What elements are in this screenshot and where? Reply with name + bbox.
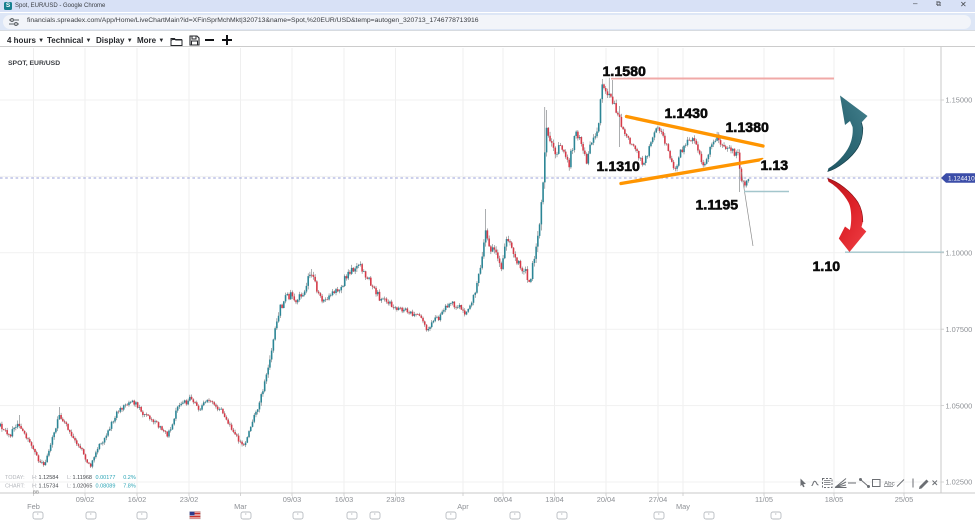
svg-text:1.07500: 1.07500 [946,325,973,334]
svg-text:1.1380: 1.1380 [726,120,770,136]
svg-text:SPOT, EUR/USD: SPOT, EUR/USD [8,60,60,67]
svg-text:1.13: 1.13 [761,158,789,174]
svg-text:1.1195: 1.1195 [696,198,739,214]
svg-text:23/02: 23/02 [180,495,199,504]
svg-text:1.1380: 1.1380 [726,120,770,136]
svg-text:06/04: 06/04 [494,495,513,504]
svg-text:25/05: 25/05 [895,495,914,504]
svg-text:1.15000: 1.15000 [946,96,973,105]
svg-text:13/04: 13/04 [545,495,564,504]
svg-text:1.15734: 1.15734 [39,483,59,489]
svg-text:1.1430: 1.1430 [665,106,709,122]
svg-text:Mar: Mar [234,502,247,511]
svg-text:May: May [676,502,690,511]
svg-text:20/04: 20/04 [597,495,616,504]
svg-text:Apr: Apr [457,502,469,511]
svg-text:1.1195: 1.1195 [696,198,739,214]
svg-text:1.1580: 1.1580 [603,64,647,80]
svg-text:1.1580: 1.1580 [603,64,647,80]
svg-text:1.10: 1.10 [813,259,841,275]
svg-text:TODAY:: TODAY: [5,475,25,481]
svg-text:Feb: Feb [27,502,40,511]
svg-text:0.2%: 0.2% [123,475,136,481]
svg-text:1.1310: 1.1310 [597,159,641,175]
svg-text:18/05: 18/05 [825,495,844,504]
svg-text:0.08089: 0.08089 [96,483,116,489]
svg-text:1.05000: 1.05000 [946,401,973,410]
svg-text:1.1310: 1.1310 [597,159,641,175]
svg-text:16/03: 16/03 [335,495,354,504]
svg-text:L:: L: [67,475,72,481]
svg-text:1.13: 1.13 [761,158,789,174]
svg-text:09/03: 09/03 [283,495,302,504]
svg-text:1.02500: 1.02500 [946,478,973,487]
svg-text:1.11968: 1.11968 [73,475,92,481]
svg-text:11/05: 11/05 [755,495,773,504]
svg-text:27/04: 27/04 [649,495,668,504]
svg-text:H:: H: [32,483,38,489]
svg-text:7.8%: 7.8% [123,483,136,489]
svg-text:1.10000: 1.10000 [946,249,973,258]
svg-text:23/03: 23/03 [386,495,405,504]
svg-text:0.00177: 0.00177 [96,475,116,481]
svg-text:L:: L: [67,483,72,489]
svg-text:1.124410: 1.124410 [948,175,975,182]
svg-text:09/02: 09/02 [76,495,95,504]
svg-text:1.12584: 1.12584 [39,475,59,481]
svg-text:BB: BB [33,490,39,495]
svg-text:1.1430: 1.1430 [665,106,709,122]
svg-text:16/02: 16/02 [128,495,147,504]
svg-text:1.10: 1.10 [813,259,841,275]
svg-text:1.02065: 1.02065 [73,483,93,489]
svg-text:Abc: Abc [884,481,895,488]
svg-text:CHART:: CHART: [5,483,25,489]
svg-text:H:: H: [32,475,38,481]
